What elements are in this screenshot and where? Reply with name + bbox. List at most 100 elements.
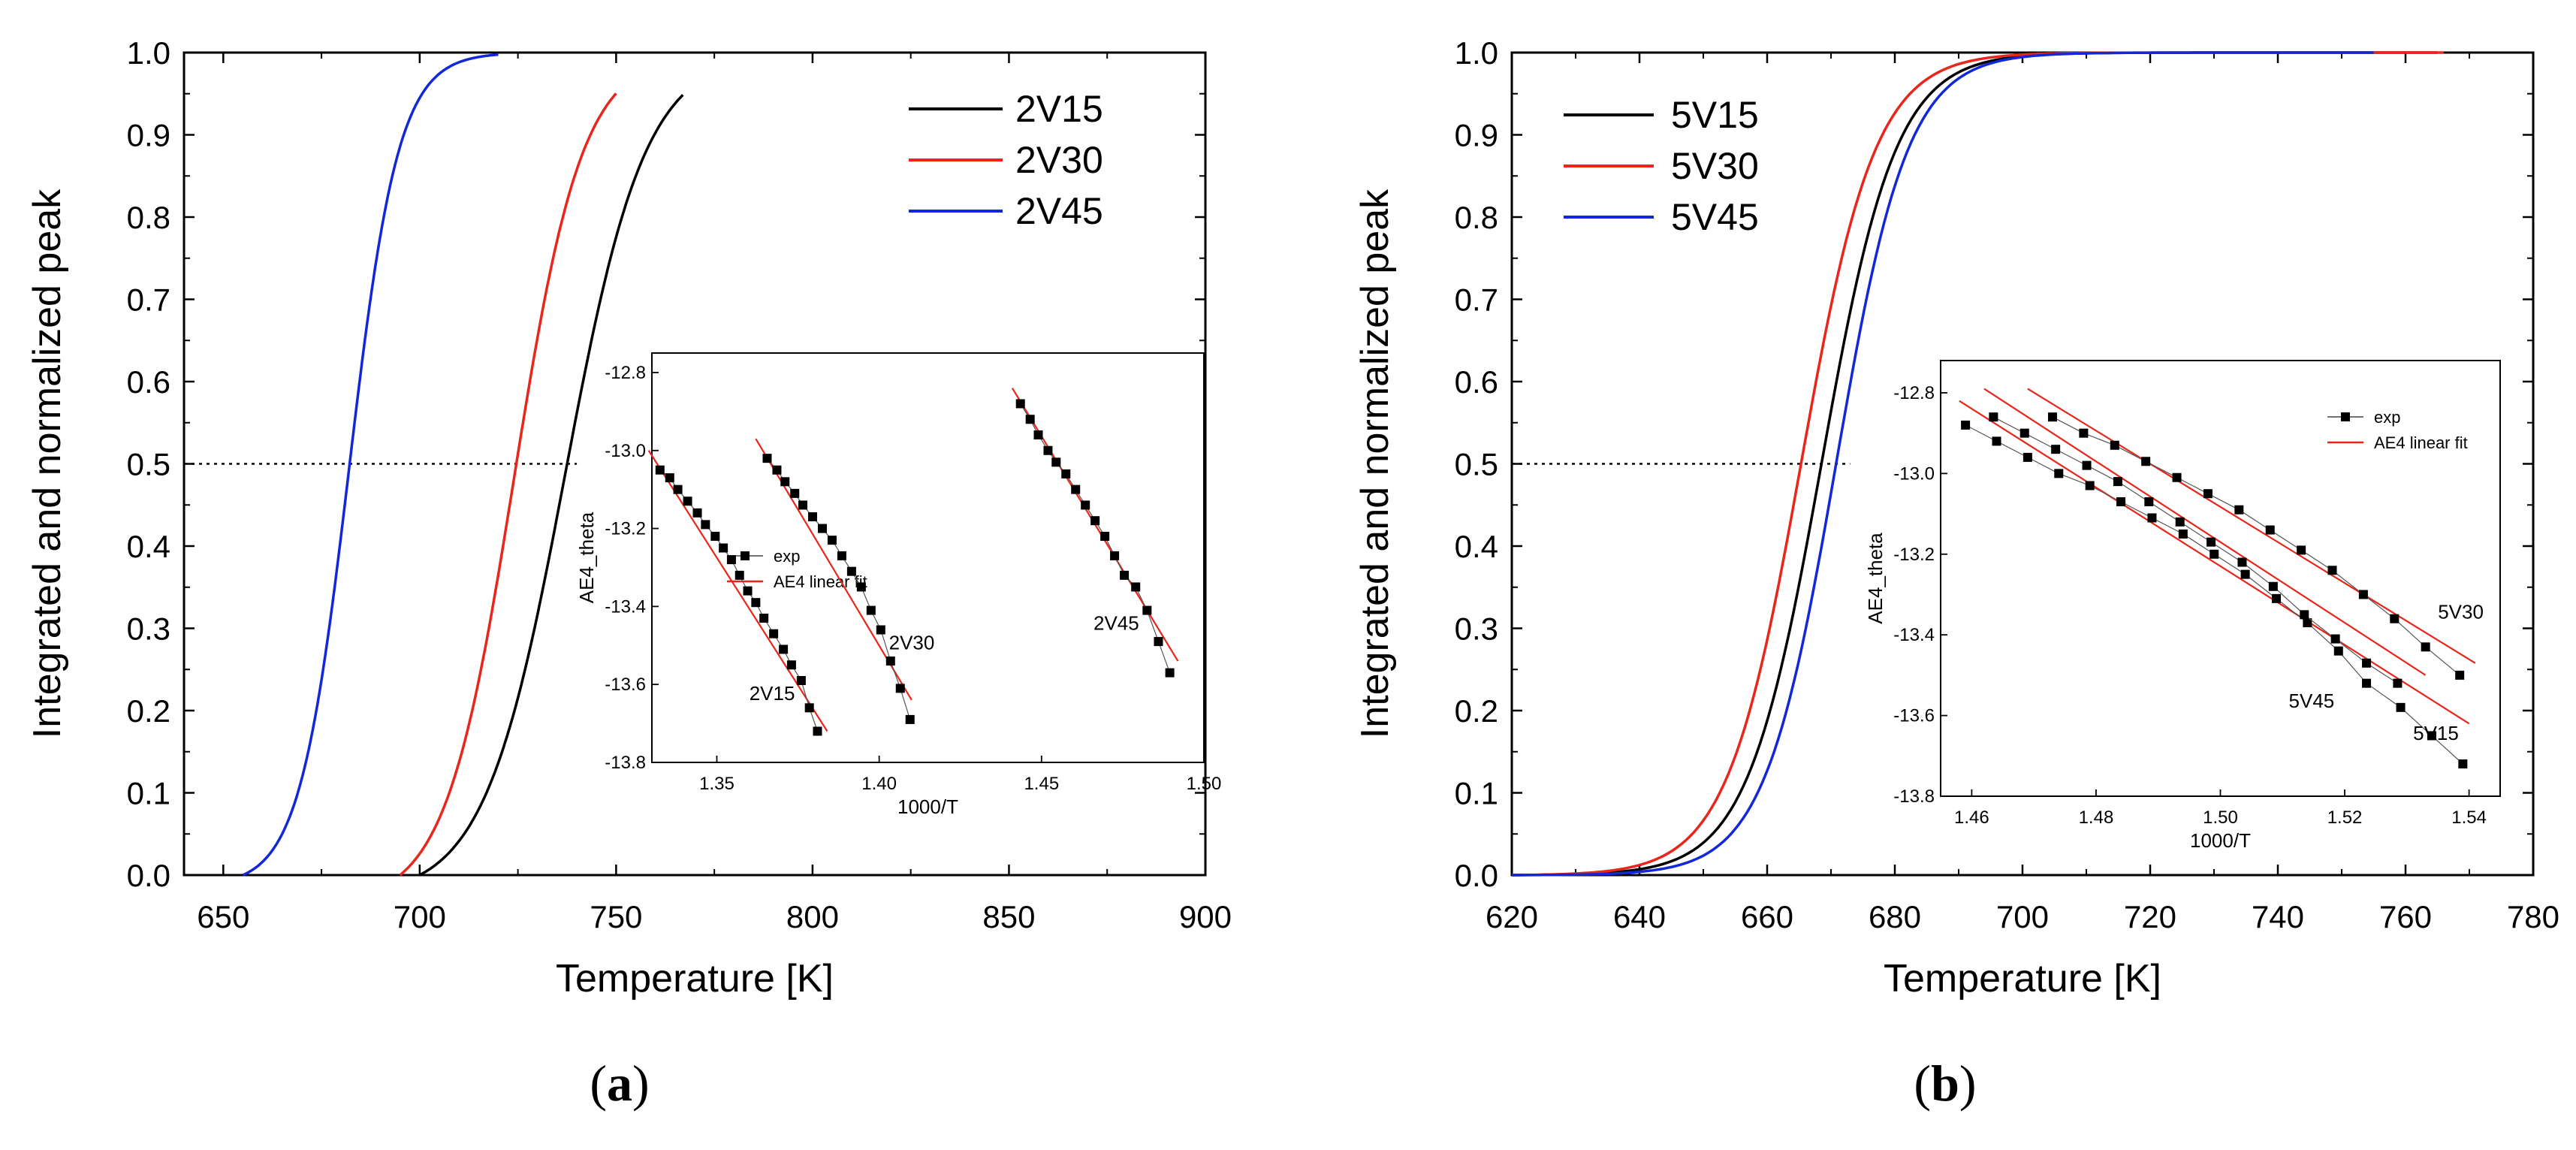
panel-a-inset-exp-point xyxy=(808,512,818,521)
panel-b-inset-y-tick-label: -12.8 xyxy=(1893,383,1935,403)
panel-a-inset-exp-point xyxy=(772,465,782,475)
panel-a-inset-exp-point xyxy=(1154,637,1163,647)
panel-b-x-tick-label: 640 xyxy=(1613,899,1666,934)
panel-a-inset-exp-point xyxy=(719,543,728,553)
panel-b-inset-exp-point xyxy=(2234,505,2244,515)
panel-b-x-tick-label: 660 xyxy=(1741,899,1793,934)
panel-b-inset-exp-point xyxy=(1989,412,1998,422)
panel-b-inset-exp-point xyxy=(2144,497,2154,506)
panel-a-series-2V15-curve xyxy=(418,94,684,877)
panel-a-y-tick-label: 0.4 xyxy=(127,529,170,564)
panel-a-inset-exp-point xyxy=(1015,399,1025,409)
panel-b-y-tick-label: 1.0 xyxy=(1455,35,1498,71)
panel-b-inset-exp-point xyxy=(1961,420,1971,430)
panel-b-legend-label-5V15: 5V15 xyxy=(1671,94,1759,136)
panel-b-inset-exp-point xyxy=(2079,428,2089,438)
panel-b-inset-legend-exp-marker xyxy=(2341,412,2350,421)
panel-b-inset-x-tick-label: 1.52 xyxy=(2327,807,2363,828)
panel-b-x-axis-title: Temperature [K] xyxy=(1884,957,2161,1001)
panel-a-y-tick-label: 0.0 xyxy=(127,858,170,893)
panel-a-inset-exp-point xyxy=(762,454,772,463)
panel-a-panel-label: (a) xyxy=(590,1055,649,1112)
panel-b-inset-exp-point xyxy=(2116,497,2126,506)
panel-a-inset-exp-line-2V45 xyxy=(1020,403,1171,673)
panel-b-inset-exp-point xyxy=(2458,759,2468,769)
panel-b-inset-x-tick-label: 1.48 xyxy=(2079,807,2114,828)
panel-b-y-tick-label: 0.9 xyxy=(1455,118,1498,153)
panel-a-inset-exp-point xyxy=(1061,469,1071,478)
panel-a-inset-exp-point xyxy=(813,726,822,736)
panel-a-inset-y-tick-label: -13.2 xyxy=(605,519,646,539)
panel-a-inset-y-title: AE4_theta xyxy=(575,512,598,603)
panel-b-x-tick-label: 740 xyxy=(2252,899,2304,934)
panel-a-inset-exp-point xyxy=(1043,445,1053,455)
panel-b-inset-exp-point xyxy=(2300,610,2309,620)
panel-b-inset-y-tick-label: -13.0 xyxy=(1893,463,1935,484)
panel-b-x-tick-label: 780 xyxy=(2507,899,2559,934)
panel-a-chart: 650 700 750 800 850 900 0.0 0.1 0.2 0.3 0.4 0.5 0.6 0… xyxy=(26,35,1232,1112)
panel-a-x-tick-label: 700 xyxy=(394,899,446,934)
panel-a-series-2V45-curve xyxy=(242,53,499,877)
panel-a-y-tick-label: 0.8 xyxy=(127,200,170,235)
panel-b-inset-exp-point xyxy=(2327,566,2337,575)
panel-b-inset-exp-point xyxy=(1992,436,2001,446)
panel-a-inset-exp-point xyxy=(905,714,915,724)
panel-b-inset-y-tick-label: -13.2 xyxy=(1893,545,1935,565)
panel-b-inset-exp-point xyxy=(2113,477,2122,487)
panel-a-inset-exp-point xyxy=(1110,551,1120,560)
panel-a-inset-label-2V45: 2V45 xyxy=(1093,612,1139,635)
panel-b-inset-fit-line-5V45 xyxy=(1983,388,2427,676)
panel-a-inset-x-title: 1000/T xyxy=(897,795,958,818)
panel-a-inset-exp-point xyxy=(1025,415,1035,424)
panel-b-inset: 1.46 1.48 1.50 1.52 1.54 -12.8 -13.0 -13.2 -13.4… xyxy=(1864,360,2501,852)
panel-a-inset-exp-point xyxy=(769,629,779,638)
panel-a-legend-label-2V15: 2V15 xyxy=(1015,88,1103,130)
panel-a-inset-exp-point xyxy=(1071,484,1081,494)
panel-a-y-tick-label: 0.6 xyxy=(127,364,170,400)
panel-b-inset-exp-point xyxy=(2455,670,2465,680)
panel-a-inset-exp-point xyxy=(1100,531,1110,541)
panel-a-x-tick-label: 850 xyxy=(982,899,1035,934)
panel-b-inset-y-tick-label: -13.8 xyxy=(1893,786,1935,807)
panel-a-x-tick-label: 800 xyxy=(786,899,839,934)
panel-b-y-tick-label: 0.2 xyxy=(1455,693,1498,729)
panel-a-x-tick-label: 650 xyxy=(197,899,249,934)
panel-a-inset-exp-point xyxy=(692,508,702,518)
panel-b-y-tick-label: 0.6 xyxy=(1455,364,1498,400)
panel-a-inset-label-2V30: 2V30 xyxy=(889,631,935,653)
panel-a-inset-exp-point xyxy=(710,531,720,541)
panel-a-inset-exp-point xyxy=(856,582,866,592)
panel-a-y-tick-label: 0.9 xyxy=(127,118,170,153)
panel-b-inset-exp-point xyxy=(2022,452,2032,462)
panel-a-inset-exp-point xyxy=(1120,570,1130,580)
panel-a-inset-exp-point xyxy=(837,551,846,560)
panel-b-x-tick-label: 720 xyxy=(2124,899,2176,934)
panel-a-inset-exp-point xyxy=(751,598,761,608)
panel-b-inset-exp-point xyxy=(2265,525,2275,535)
panel-b-inset-fit-line-5V30 xyxy=(2027,388,2476,664)
panel-b-y-tick-label: 0.1 xyxy=(1455,776,1498,811)
panel-a-inset-exp-point xyxy=(1090,516,1100,526)
panel-b-x-tick-label: 760 xyxy=(2379,899,2432,934)
panel-b-inset-exp-point xyxy=(2237,557,2247,567)
panel-b-y-tick-label: 0.5 xyxy=(1455,447,1498,482)
panel-a-y-tick-label: 0.5 xyxy=(127,447,170,482)
panel-a-inset-exp-point xyxy=(726,555,736,565)
panel-b-inset-exp-point xyxy=(2210,549,2219,559)
panel-a-inset-y-tick-label: -13.0 xyxy=(605,441,646,461)
panel-b-inset-label-5V30: 5V30 xyxy=(2438,601,2484,623)
panel-b-inset-exp-point xyxy=(2362,658,2372,668)
panel-b-inset-exp-point xyxy=(2303,618,2312,628)
panel-b-inset-legend-exp-label: exp xyxy=(2374,408,2400,427)
panel-a-inset-exp-point xyxy=(665,473,674,483)
panel-b-inset-exp-point xyxy=(2085,481,2095,490)
panel-b-x-tick-label: 680 xyxy=(1869,899,1921,934)
panel-a-inset-series-2V15: 2V15 xyxy=(647,450,828,736)
panel-b-inset-exp-point xyxy=(2330,634,2340,644)
panel-a-inset-x-tick-label: 1.40 xyxy=(861,774,897,794)
panel-a-legend-label-2V30: 2V30 xyxy=(1015,139,1103,181)
panel-a-inset-y-tick-label: -13.4 xyxy=(605,596,646,617)
panel-a-inset-exp-point xyxy=(827,536,837,545)
panel-b-x-tick-label: 620 xyxy=(1486,899,1538,934)
panel-b-inset-exp-point xyxy=(2396,702,2406,712)
